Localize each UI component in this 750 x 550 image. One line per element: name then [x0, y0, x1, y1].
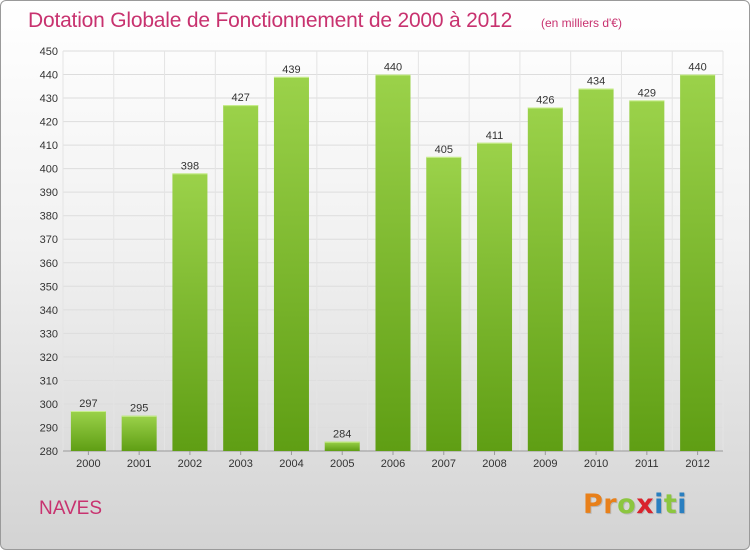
value-label-2012: 440 — [688, 62, 706, 74]
logo-letter: i — [677, 489, 688, 520]
value-label-2004: 439 — [282, 64, 300, 76]
y-tick-label: 410 — [40, 140, 58, 152]
bar-2010 — [578, 88, 614, 451]
x-tick-label-2003: 2003 — [228, 458, 252, 470]
x-tick-label-2000: 2000 — [76, 458, 100, 470]
x-tick-label-2006: 2006 — [381, 458, 405, 470]
value-label-2002: 398 — [181, 160, 199, 172]
y-tick-label: 340 — [40, 305, 58, 317]
y-tick-label: 430 — [40, 93, 58, 105]
x-tick-label-2002: 2002 — [178, 458, 202, 470]
logo-letter: x — [636, 489, 655, 520]
bar-2009 — [527, 107, 563, 452]
y-tick-label: 400 — [40, 164, 58, 176]
bar-2006 — [375, 74, 411, 451]
y-tick-label: 450 — [40, 46, 58, 58]
value-label-2001: 295 — [130, 403, 148, 415]
value-label-2007: 405 — [435, 144, 453, 156]
bar-2008 — [477, 142, 513, 451]
y-tick-label: 440 — [40, 70, 58, 82]
y-tick-label: 310 — [40, 375, 58, 387]
x-tick-label-2012: 2012 — [685, 458, 709, 470]
logo-letter: r — [603, 489, 618, 520]
bar-2002 — [172, 173, 208, 451]
y-tick-label: 380 — [40, 211, 58, 223]
y-tick-label: 390 — [40, 187, 58, 199]
x-tick-label-2005: 2005 — [330, 458, 354, 470]
y-tick-label: 350 — [40, 281, 58, 293]
value-label-2005: 284 — [333, 429, 351, 441]
x-tick-label-2008: 2008 — [482, 458, 506, 470]
chart-subtitle: (en milliers d'€) — [541, 16, 622, 30]
value-label-2008: 411 — [486, 130, 504, 142]
commune-name: NAVES — [39, 498, 103, 519]
bar-2004 — [273, 76, 309, 451]
x-tick-label-2007: 2007 — [432, 458, 456, 470]
chart-title: Dotation Globale de Fonctionnement de 20… — [28, 9, 513, 32]
y-tick-label: 420 — [40, 117, 58, 129]
x-tick-label-2011: 2011 — [635, 458, 659, 470]
value-label-2003: 427 — [232, 92, 250, 104]
bar-2005 — [324, 441, 360, 451]
y-tick-label: 370 — [40, 234, 58, 246]
y-tick-label: 300 — [40, 399, 58, 411]
value-label-2010: 434 — [587, 76, 605, 88]
y-tick-label: 360 — [40, 258, 58, 270]
value-label-2000: 297 — [79, 398, 97, 410]
x-tick-label-2010: 2010 — [584, 458, 608, 470]
bar-2003 — [223, 105, 259, 451]
bar-2001 — [121, 415, 157, 451]
x-tick-label-2004: 2004 — [279, 458, 303, 470]
x-tick-label-2001: 2001 — [127, 458, 151, 470]
value-label-2009: 426 — [536, 94, 554, 106]
bar-2012 — [680, 74, 716, 451]
y-tick-label: 280 — [40, 446, 58, 458]
y-tick-label: 290 — [40, 422, 58, 434]
logo-letter: o — [617, 489, 637, 520]
bar-2007 — [426, 156, 462, 451]
y-tick-label: 330 — [40, 328, 58, 340]
logo-letter: t — [663, 489, 678, 520]
logo-letter: i — [654, 489, 664, 520]
bar-2011 — [629, 100, 665, 451]
x-tick-label-2009: 2009 — [533, 458, 557, 470]
proxiti-logo: Proxiti — [583, 489, 687, 520]
value-label-2011: 429 — [638, 87, 656, 99]
value-label-2006: 440 — [384, 62, 402, 74]
y-tick-label: 320 — [40, 352, 58, 364]
logo-letter: P — [583, 489, 604, 520]
bar-2000 — [70, 411, 106, 451]
